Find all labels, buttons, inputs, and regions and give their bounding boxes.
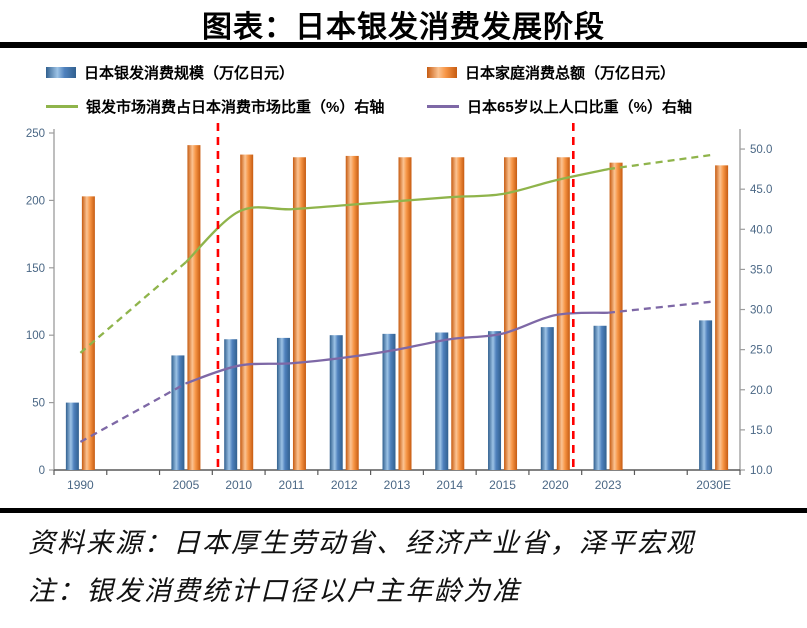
legend-label: 日本银发消费规模（万亿日元） <box>84 65 295 82</box>
bar-blue-2012 <box>329 335 343 470</box>
orange-bar-swatch-icon <box>427 67 457 78</box>
svg-text:2011: 2011 <box>279 478 305 492</box>
svg-text:45.0: 45.0 <box>750 184 772 196</box>
svg-text:2023: 2023 <box>595 478 622 492</box>
source-divider-rule <box>0 508 807 513</box>
svg-text:50.0: 50.0 <box>750 144 772 156</box>
legend-item-silver-share: 银发市场消费占日本消费市场比重（%）右轴 <box>46 96 427 117</box>
bar-orange-2005 <box>187 145 201 470</box>
svg-text:35.0: 35.0 <box>750 264 772 276</box>
svg-text:15.0: 15.0 <box>750 425 772 437</box>
title-divider-rule <box>0 42 807 48</box>
svg-text:40.0: 40.0 <box>750 224 772 236</box>
legend-item-elderly-share: 日本65岁以上人口比重（%）右轴 <box>427 96 692 117</box>
chart-canvas: 0 50 100 150 200 250 10.0 15.0 20.0 25.0 30.0 35.0 4… <box>26 123 773 492</box>
note-text: 注：银发消费统计口径以户主年龄为准 <box>28 576 521 606</box>
svg-text:2012: 2012 <box>331 478 358 492</box>
bar-blue-2020 <box>540 327 554 470</box>
purple-line-swatch-icon <box>427 105 459 108</box>
svg-text:2014: 2014 <box>436 478 463 492</box>
svg-text:2030E: 2030E <box>696 478 731 492</box>
svg-text:250: 250 <box>26 128 45 140</box>
legend-label: 日本家庭消费总额（万亿日元） <box>465 65 676 82</box>
svg-text:2005: 2005 <box>173 478 200 492</box>
svg-text:50: 50 <box>32 398 45 410</box>
bar-orange-1990 <box>81 196 95 470</box>
source-text: 资料来源：日本厚生劳动省、经济产业省，泽平宏观 <box>28 528 695 558</box>
svg-text:0: 0 <box>39 465 45 477</box>
axes: 0 50 100 150 200 250 10.0 15.0 20.0 25.0 30.0 35.0 4… <box>26 128 773 492</box>
bar-orange-2030E <box>715 165 729 471</box>
svg-text:10.0: 10.0 <box>750 465 772 477</box>
line-purple <box>79 300 714 443</box>
svg-text:2015: 2015 <box>489 478 516 492</box>
bar-blue-2014 <box>435 332 449 470</box>
green-line-swatch-icon <box>46 105 78 108</box>
bar-orange-2010 <box>240 154 254 470</box>
bars-orange <box>81 145 729 471</box>
legend-label: 日本65岁以上人口比重（%）右轴 <box>467 99 693 116</box>
bar-orange-2014 <box>451 157 465 470</box>
svg-text:100: 100 <box>26 330 45 342</box>
blue-bar-swatch-icon <box>46 67 76 78</box>
svg-text:2020: 2020 <box>542 478 569 492</box>
legend-label: 银发市场消费占日本消费市场比重（%）右轴 <box>86 99 385 116</box>
bar-blue-2030E <box>699 320 713 470</box>
legend-item-silver-consumption: 日本银发消费规模（万亿日元） <box>46 62 427 83</box>
svg-text:1990: 1990 <box>67 478 94 492</box>
bar-orange-2015 <box>504 157 518 470</box>
bar-blue-2015 <box>488 331 502 470</box>
bar-orange-2012 <box>345 155 359 470</box>
bars-blue <box>65 320 713 470</box>
bar-blue-1990 <box>65 402 79 470</box>
bar-blue-2011 <box>276 337 290 470</box>
bar-orange-2023 <box>609 162 623 470</box>
bar-blue-2005 <box>171 355 185 470</box>
bar-blue-2010 <box>224 339 238 470</box>
line-green <box>79 153 714 354</box>
svg-text:150: 150 <box>26 263 45 275</box>
svg-text:30.0: 30.0 <box>750 305 772 317</box>
bar-orange-2013 <box>398 157 412 470</box>
svg-text:20.0: 20.0 <box>750 385 772 397</box>
chart-area: 0 50 100 150 200 250 10.0 15.0 20.0 25.0 30.0 35.0 4… <box>0 118 807 500</box>
svg-text:2013: 2013 <box>384 478 411 492</box>
bar-blue-2013 <box>382 333 396 470</box>
bar-blue-2023 <box>593 325 607 470</box>
legend-item-household-consumption: 日本家庭消费总额（万亿日元） <box>427 62 692 83</box>
svg-text:2010: 2010 <box>225 478 252 492</box>
svg-text:25.0: 25.0 <box>750 345 772 357</box>
chart-legend: 日本银发消费规模（万亿日元） 日本家庭消费总额（万亿日元） 银发市场消费占日本消… <box>46 62 692 117</box>
page-title: 图表：日本银发消费发展阶段 <box>202 11 605 44</box>
svg-text:200: 200 <box>26 195 45 207</box>
bar-orange-2011 <box>292 157 306 470</box>
